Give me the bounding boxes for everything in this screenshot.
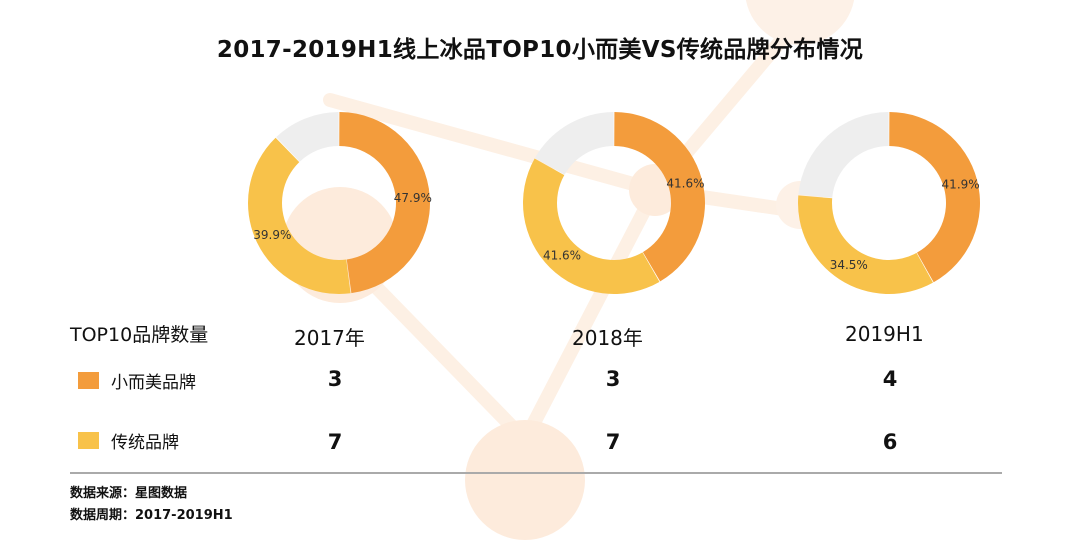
cell-small-2018: 3 — [605, 367, 621, 391]
cell-traditional-2018: 7 — [605, 430, 621, 454]
legend-row-traditional: 传统品牌 — [78, 428, 179, 453]
row-label-traditional: 传统品牌 — [111, 433, 179, 453]
slice-label-small-beautiful-0: 47.9% — [394, 191, 432, 205]
row-label-small-beautiful: 小而美品牌 — [111, 373, 196, 393]
cell-small-2019h1: 4 — [882, 367, 898, 391]
column-header-2019h1: 2019H1 — [845, 322, 924, 346]
cell-traditional-2019h1: 6 — [882, 430, 898, 454]
donut-slice-traditional-1 — [523, 158, 660, 294]
donut-slice-other-1 — [535, 112, 614, 175]
period-note: 数据周期：2017-2019H1 — [70, 508, 233, 523]
donut-charts: 47.9% 39.9% 41.6% 41.6% 41.9% 34.5% — [247, 112, 981, 295]
column-header-2017: 2017年 — [294, 326, 365, 350]
source-note: 数据来源：星图数据 — [70, 486, 188, 501]
donut-slice-small-beautiful-2 — [889, 112, 981, 283]
slice-label-small-beautiful-1: 41.6% — [666, 177, 704, 191]
slice-label-traditional-2: 34.5% — [830, 258, 868, 272]
chart-title: 2017-2019H1线上冰品TOP10小而美VS传统品牌分布情况 — [216, 37, 864, 63]
donut-slice-other-2 — [798, 112, 889, 198]
cell-small-2017: 3 — [327, 367, 343, 391]
column-header-2018: 2018年 — [572, 326, 643, 350]
table-header-label: TOP10品牌数量 — [70, 324, 209, 346]
divider — [70, 472, 1002, 474]
donut-slice-small-beautiful-0 — [339, 112, 430, 294]
donut-slice-traditional-2 — [798, 195, 933, 295]
small-beautiful-swatch — [78, 372, 99, 389]
slice-label-small-beautiful-2: 41.9% — [942, 177, 980, 191]
cell-traditional-2017: 7 — [327, 430, 343, 454]
traditional-swatch — [78, 432, 99, 449]
donut-slice-traditional-0 — [247, 137, 351, 294]
donut-slice-other-0 — [276, 112, 339, 162]
slice-label-traditional-1: 41.6% — [543, 249, 581, 263]
legend-row-small-beautiful: 小而美品牌 — [78, 368, 196, 393]
donut-slice-small-beautiful-1 — [614, 112, 705, 282]
slice-label-traditional-0: 39.9% — [253, 228, 291, 242]
